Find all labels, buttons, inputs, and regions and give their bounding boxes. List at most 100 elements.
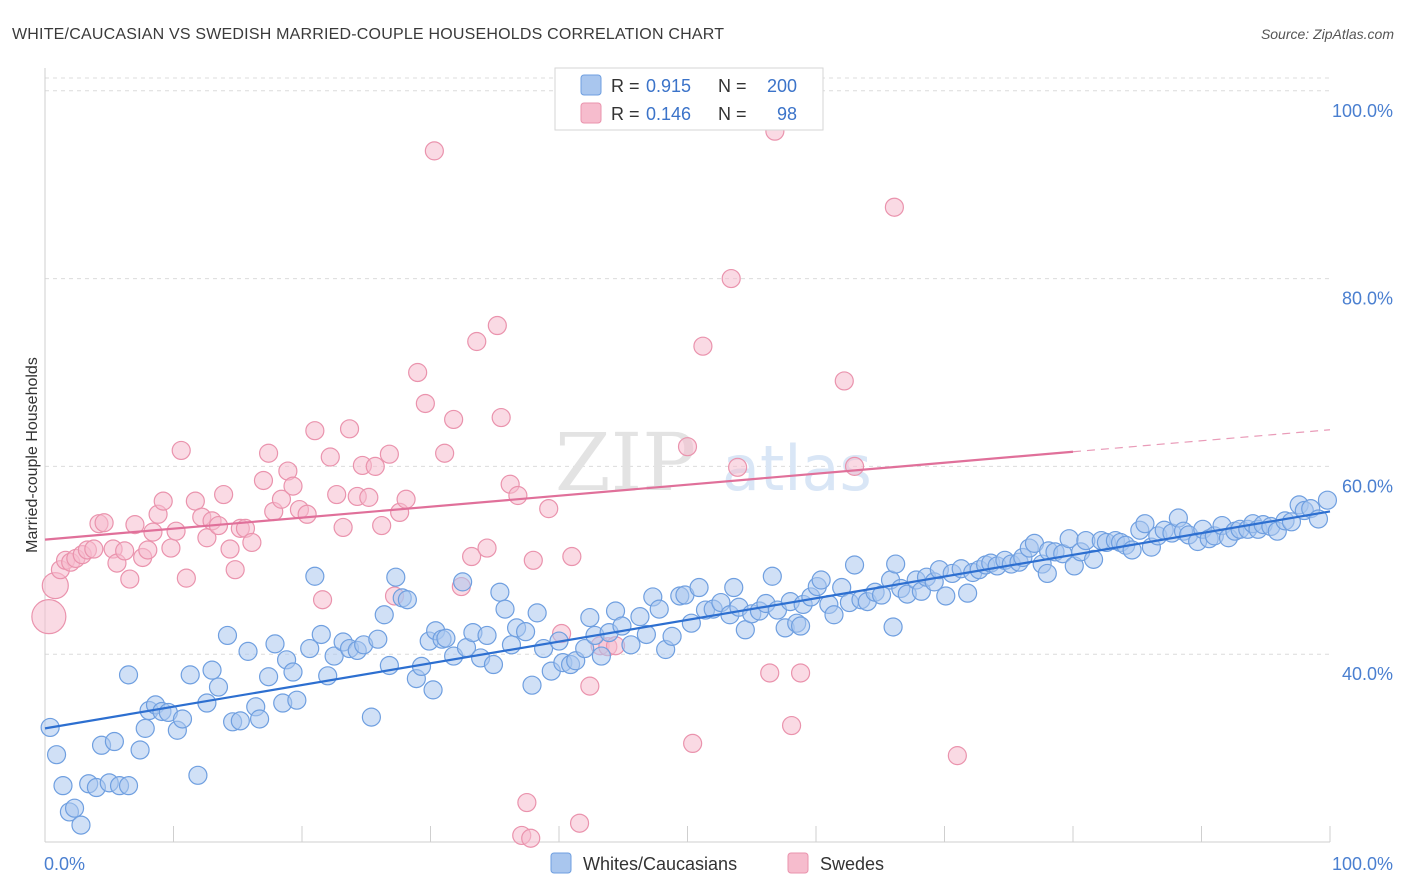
swedes-point (214, 484, 234, 505)
swedes-point (683, 733, 703, 754)
legend-pink-r-value: 0.146 (646, 104, 691, 124)
y-tick-label: 60.0% (1342, 476, 1393, 496)
tick-labels: 40.0% 60.0% 80.0% 100.0% 0.0% 100.0% (44, 101, 1393, 874)
swedes-point (242, 532, 262, 553)
legend-blue-swatch (580, 74, 602, 96)
swedes-point (760, 663, 780, 683)
whites-point (662, 626, 682, 646)
legend-pink-n-value: 98 (777, 104, 797, 124)
swedes-point (305, 421, 325, 441)
swedes-point (781, 715, 802, 736)
whites-point (575, 638, 595, 659)
whites-point (591, 646, 612, 666)
swedes-point (138, 540, 158, 560)
whites-point (283, 662, 303, 682)
swedes-point (297, 504, 317, 524)
chart-source: Source: ZipAtlas.com (1261, 26, 1394, 42)
whites-point (53, 776, 73, 796)
whites-point (135, 718, 155, 738)
swedes-point (435, 443, 455, 463)
swedes-point (693, 336, 713, 356)
chart-title: WHITE/CAUCASIAN VS SWEDISH MARRIED-COUPL… (12, 26, 724, 43)
whites-point (621, 635, 641, 655)
swedes-point (521, 828, 541, 848)
whites-point (1037, 563, 1057, 584)
swedes-point (508, 485, 528, 506)
whites-point (172, 709, 193, 729)
whites-point (824, 605, 844, 625)
swedes-point (312, 590, 333, 610)
whites-point (104, 731, 124, 752)
whites-point (844, 555, 865, 575)
whites-point (258, 667, 279, 687)
whites-point (1317, 490, 1338, 510)
whites-point (180, 665, 200, 685)
swedes-point (396, 489, 416, 509)
bottom-legend-whites: Whites/Caucasians (583, 854, 737, 874)
swedes-point (721, 268, 741, 289)
swedes-point (271, 489, 292, 509)
whites-point (1135, 514, 1155, 534)
swedes-point (143, 522, 163, 542)
swedes-point (569, 813, 590, 833)
whites-point (130, 740, 150, 760)
swedes-point (94, 513, 114, 533)
legend-pink-r-label: R = (611, 104, 640, 124)
whites-point (386, 567, 406, 587)
whites-point (368, 629, 388, 649)
swedes-point (31, 599, 67, 635)
whites-point (287, 690, 307, 710)
swedes-point (884, 197, 904, 217)
swedes-point (185, 491, 205, 511)
swedes-point (790, 663, 811, 683)
swedes-point (161, 538, 181, 558)
whites-point (324, 646, 344, 666)
whites-point (762, 566, 782, 586)
swedes-point (462, 546, 482, 567)
swedes-point (125, 515, 145, 535)
whites-point (735, 620, 755, 640)
swedes-point (677, 437, 698, 457)
swedes-point (424, 141, 444, 161)
series-legend: Whites/Caucasians Swedes (550, 852, 884, 874)
bottom-legend-blue-swatch (550, 852, 572, 874)
whites-point (238, 641, 258, 661)
y-tick-label: 40.0% (1342, 664, 1393, 684)
whites-point (249, 709, 270, 729)
swedes-point (283, 476, 303, 496)
bottom-legend-swedes: Swedes (820, 854, 884, 874)
swedes-point (372, 515, 392, 536)
whites-point (636, 624, 656, 645)
whites-point (436, 628, 456, 648)
whites-point (580, 607, 600, 628)
swedes-point (225, 560, 245, 580)
whites-point (490, 582, 510, 602)
y-axis-label: Married-couple Households (24, 357, 41, 553)
swedes-point (477, 538, 497, 558)
whites-point (724, 577, 744, 598)
swedes-point (153, 491, 173, 511)
legend-blue-r-label: R = (611, 76, 640, 96)
whites-point (208, 677, 229, 697)
whites-point (374, 605, 394, 625)
blue-trend-line (44, 510, 1331, 730)
whites-point (361, 707, 381, 727)
swedes-point (844, 456, 865, 476)
swedes-point (523, 550, 543, 570)
whites-point (790, 616, 811, 636)
whites-point (230, 711, 250, 731)
correlation-legend: R = 0.915 N = 200 R = 0.146 N = 98 (554, 67, 824, 131)
whites-point (453, 572, 473, 592)
whites-point (495, 599, 515, 619)
whites-point (630, 607, 650, 627)
swedes-point (339, 419, 360, 439)
swedes-point (517, 792, 537, 813)
legend-pink-swatch (580, 102, 602, 124)
pink-trend-line (44, 450, 1074, 541)
whites-point (118, 776, 139, 796)
x-tick-label-min: 0.0% (44, 854, 85, 874)
whites-point (681, 613, 701, 633)
swedes-point (320, 447, 340, 467)
whites-point (118, 665, 139, 685)
legend-blue-n-value: 200 (767, 76, 797, 96)
